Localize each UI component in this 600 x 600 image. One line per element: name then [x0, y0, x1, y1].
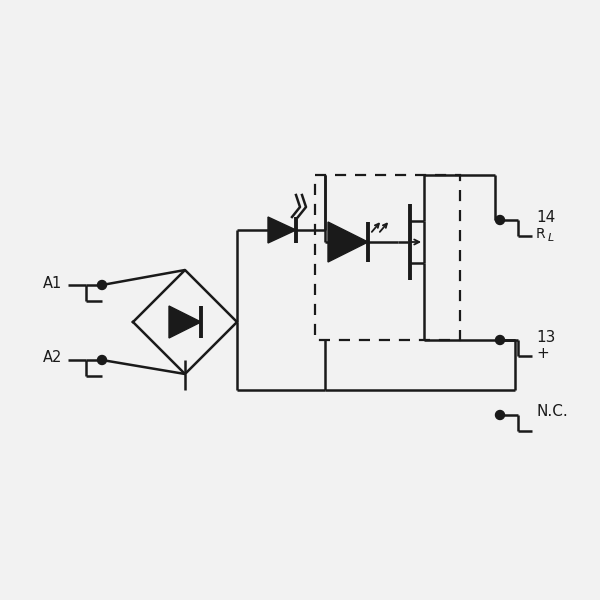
Text: A1: A1 — [43, 275, 62, 290]
Text: N.C.: N.C. — [536, 404, 568, 419]
Text: R: R — [536, 227, 545, 241]
Text: 13: 13 — [536, 329, 556, 344]
Circle shape — [496, 335, 505, 344]
Text: +: + — [536, 346, 549, 361]
Circle shape — [496, 215, 505, 224]
Circle shape — [97, 280, 107, 289]
Circle shape — [97, 355, 107, 364]
Circle shape — [496, 410, 505, 419]
Polygon shape — [268, 217, 296, 243]
Polygon shape — [328, 222, 368, 262]
Text: A2: A2 — [43, 350, 62, 365]
Polygon shape — [169, 306, 201, 338]
Text: L: L — [548, 233, 554, 243]
Text: 14: 14 — [536, 209, 555, 224]
